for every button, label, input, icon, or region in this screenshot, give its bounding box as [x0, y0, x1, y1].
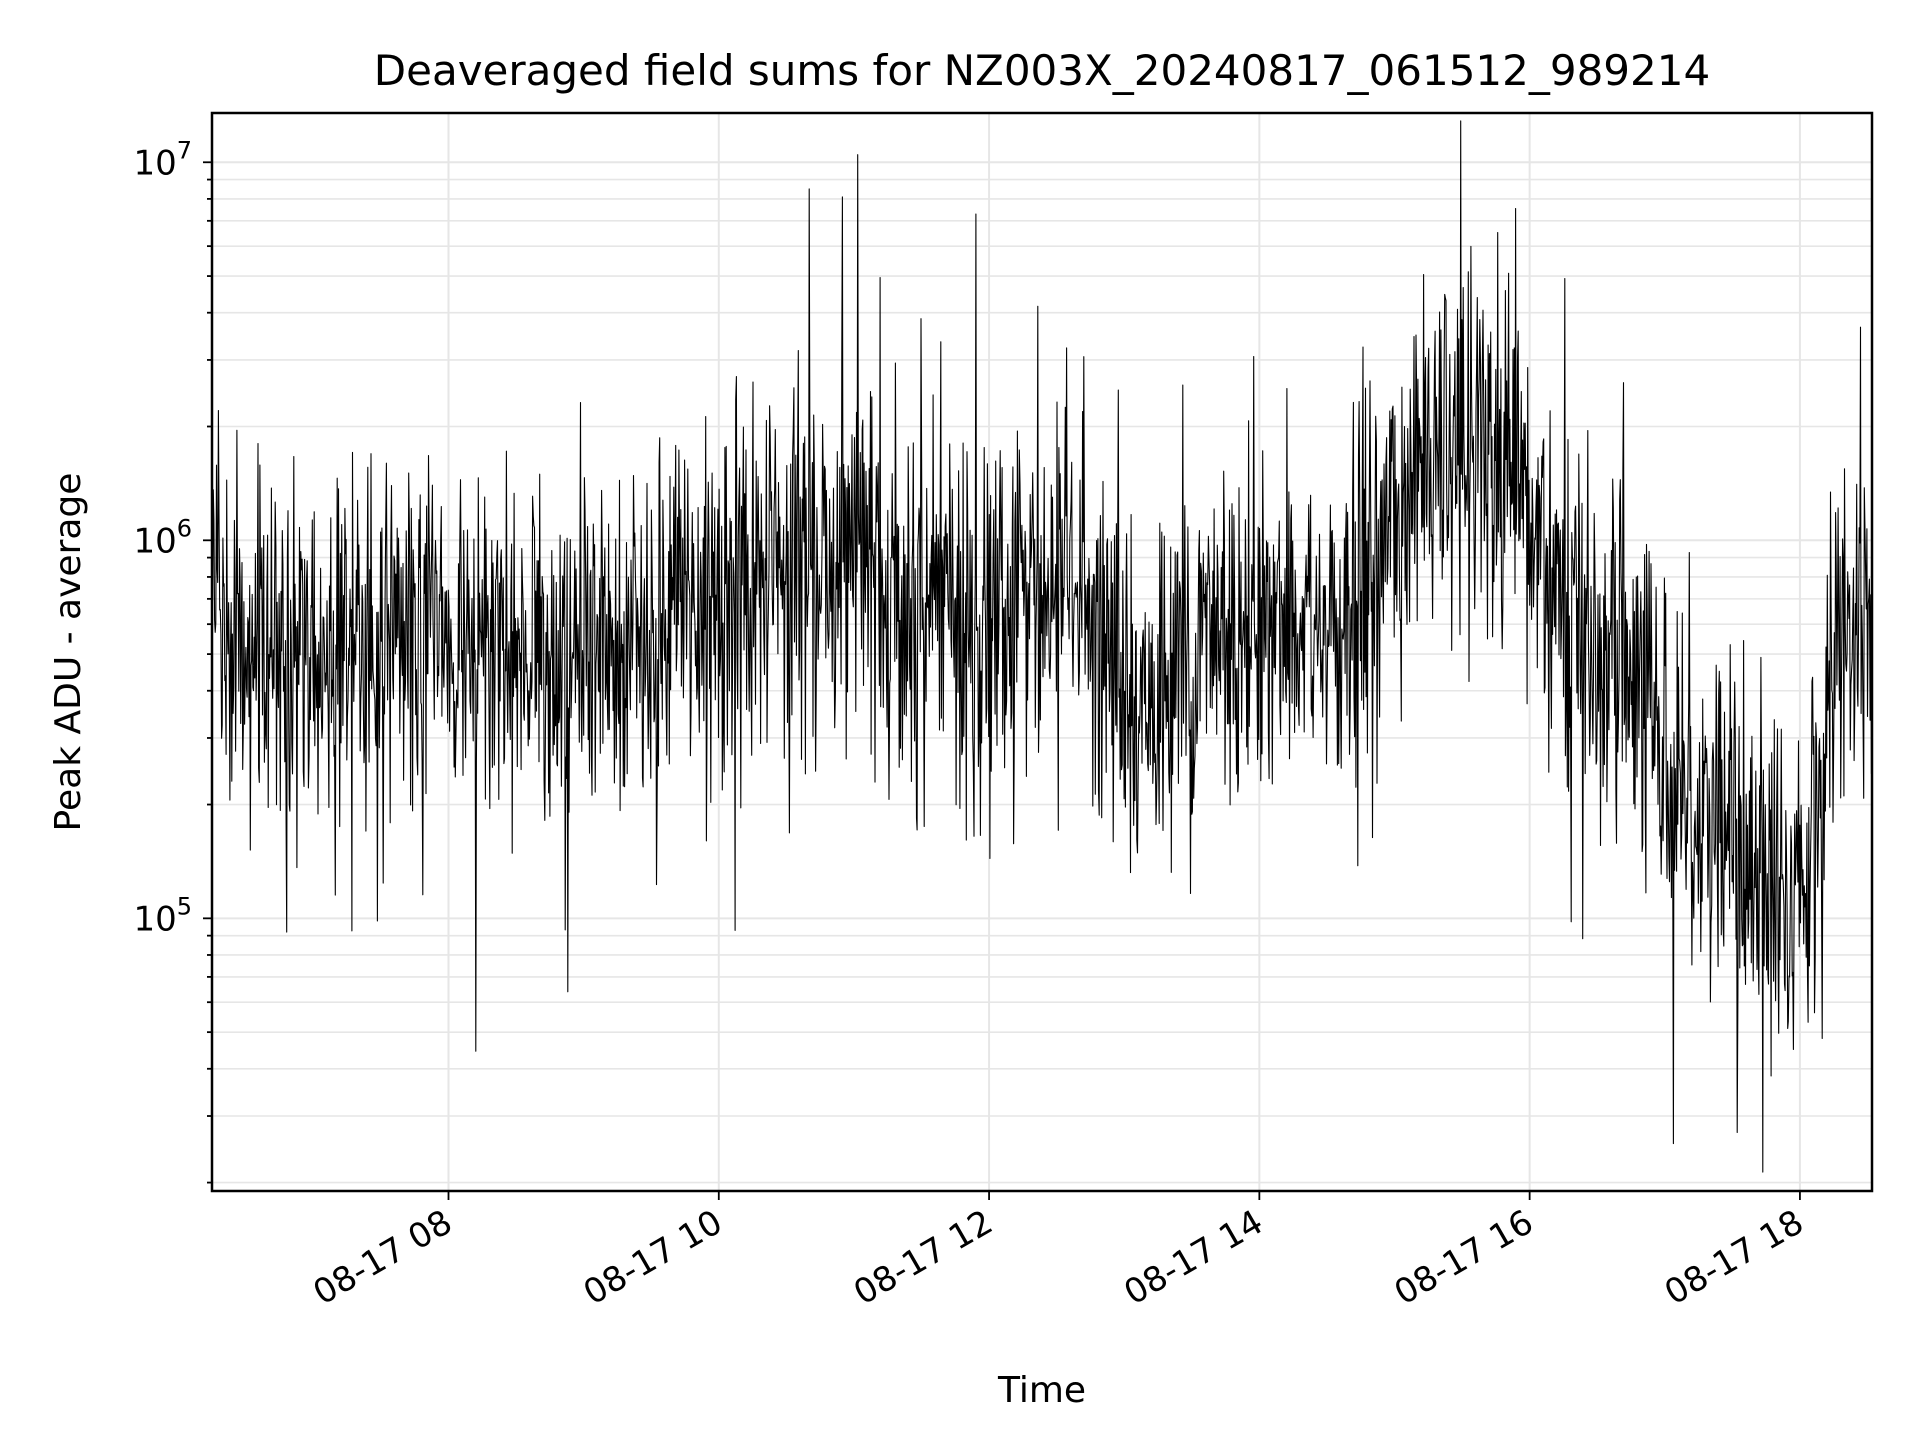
x-axis-label: Time [997, 1370, 1086, 1411]
plot-frame [210, 111, 1874, 1193]
series-layer [211, 120, 1873, 1173]
y-tick-label: 105 [133, 892, 192, 939]
y-tick-label: 107 [133, 136, 192, 183]
y-tick-label: 106 [133, 514, 192, 561]
y-axis-label: Peak ADU - average [48, 473, 89, 832]
chart-title: Deaveraged field sums for NZ003X_2024081… [374, 46, 1710, 95]
series-line [211, 120, 1873, 1173]
